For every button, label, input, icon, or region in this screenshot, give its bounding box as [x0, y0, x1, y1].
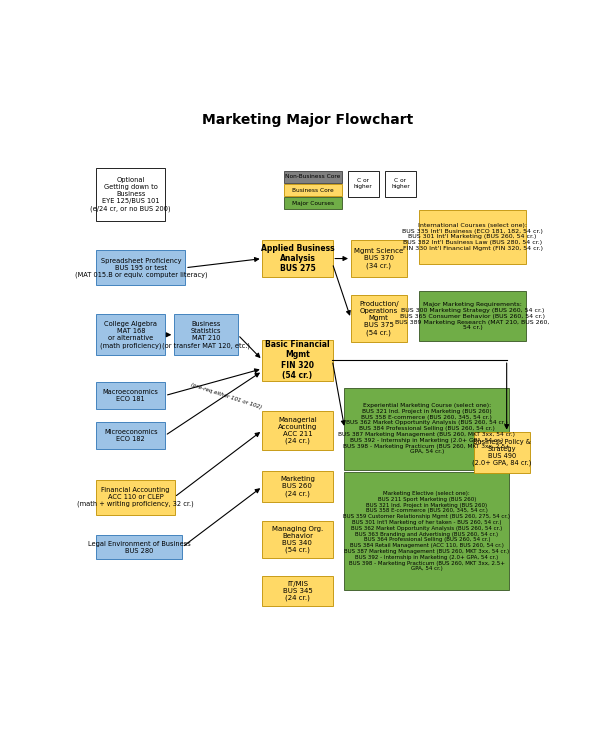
FancyBboxPatch shape: [262, 521, 332, 558]
Text: Major Courses: Major Courses: [292, 201, 334, 206]
Text: C or
higher: C or higher: [354, 178, 373, 189]
Text: Business Core: Business Core: [292, 188, 334, 193]
Text: C or
higher: C or higher: [391, 178, 410, 189]
Text: Non-Business Core: Non-Business Core: [285, 174, 341, 180]
FancyBboxPatch shape: [284, 171, 342, 183]
Text: Applied Business
Analysis
BUS 275: Applied Business Analysis BUS 275: [260, 244, 334, 274]
FancyBboxPatch shape: [97, 382, 165, 409]
Text: Legal Environment of Business
BUS 280: Legal Environment of Business BUS 280: [88, 541, 191, 554]
Text: Marketing Major Flowchart: Marketing Major Flowchart: [202, 113, 413, 127]
FancyBboxPatch shape: [97, 535, 182, 559]
FancyBboxPatch shape: [262, 339, 332, 380]
Text: Managing Org.
Behavior
BUS 340
(54 cr.): Managing Org. Behavior BUS 340 (54 cr.): [272, 526, 323, 553]
Text: Mgmt Science
BUS 370
(34 cr.): Mgmt Science BUS 370 (34 cr.): [354, 248, 403, 269]
FancyBboxPatch shape: [97, 422, 165, 449]
FancyBboxPatch shape: [97, 480, 175, 515]
FancyBboxPatch shape: [419, 210, 526, 264]
Text: Business
Statistics
MAT 210
(or transfer MAT 120, etc.): Business Statistics MAT 210 (or transfer…: [162, 321, 250, 348]
FancyBboxPatch shape: [97, 250, 185, 285]
FancyBboxPatch shape: [350, 295, 407, 342]
Text: Spreadsheet Proficiency
BUS 195 or test
(MAT 015.B or equiv. computer literacy): Spreadsheet Proficiency BUS 195 or test …: [74, 258, 207, 278]
FancyBboxPatch shape: [385, 171, 416, 197]
Text: Production/
Operations
Mgmt
BUS 375
(54 cr.): Production/ Operations Mgmt BUS 375 (54 …: [359, 301, 398, 336]
Text: Financial Accounting
ACC 110 or CLEP
(math + writing proficiency, 32 cr.): Financial Accounting ACC 110 or CLEP (ma…: [77, 487, 194, 507]
Text: IT/MIS
BUS 345
(24 cr.): IT/MIS BUS 345 (24 cr.): [283, 581, 313, 602]
FancyBboxPatch shape: [284, 196, 342, 210]
FancyBboxPatch shape: [262, 576, 332, 606]
FancyBboxPatch shape: [350, 239, 407, 277]
FancyBboxPatch shape: [419, 291, 526, 342]
Text: Experiential Marketing Course (select one):
BUS 321 Ind. Project in Marketing (B: Experiential Marketing Course (select on…: [338, 403, 515, 454]
Text: Microeconomics
ECO 182: Microeconomics ECO 182: [104, 429, 158, 442]
Text: Business Policy &
Strategy
BUS 490
(2.0+ GPA, 84 cr.): Business Policy & Strategy BUS 490 (2.0+…: [472, 439, 532, 466]
Text: Optional
Getting down to
Business
EYE 125/BUS 101
(e/24 cr, or no BUS 200): Optional Getting down to Business EYE 12…: [91, 177, 171, 212]
Text: Macroeconomics
ECO 181: Macroeconomics ECO 181: [103, 389, 159, 402]
FancyBboxPatch shape: [174, 315, 238, 356]
Text: Major Marketing Requirements:
BUS 300 Marketing Strategy (BUS 260, 54 cr.)
BUS 3: Major Marketing Requirements: BUS 300 Ma…: [395, 302, 550, 331]
FancyBboxPatch shape: [97, 315, 165, 356]
Text: Basic Financial
Mgmt
FIN 320
(54 cr.): Basic Financial Mgmt FIN 320 (54 cr.): [265, 340, 330, 380]
FancyBboxPatch shape: [262, 239, 332, 277]
FancyBboxPatch shape: [347, 171, 379, 197]
FancyBboxPatch shape: [97, 168, 165, 221]
FancyBboxPatch shape: [344, 388, 509, 470]
FancyBboxPatch shape: [284, 184, 342, 196]
FancyBboxPatch shape: [474, 432, 530, 473]
Text: Marketing Elective (select one):
BUS 211 Sport Marketing (BUS 260)
BUS 321 Ind. : Marketing Elective (select one): BUS 211…: [343, 491, 511, 572]
FancyBboxPatch shape: [344, 472, 509, 590]
FancyBboxPatch shape: [262, 471, 332, 502]
Text: International Courses (select one):
BUS 335 Int'l Business (ECO 181, 182, 54 cr.: International Courses (select one): BUS …: [402, 223, 543, 251]
Text: College Algebra
MAT 168
or alternative
(math proficiency): College Algebra MAT 168 or alternative (…: [100, 321, 161, 348]
Text: Managerial
Accounting
ACC 211
(24 cr.): Managerial Accounting ACC 211 (24 cr.): [278, 417, 317, 444]
Text: (pre-req either 101 or 102): (pre-req either 101 or 102): [190, 382, 262, 410]
Text: Marketing
BUS 260
(24 cr.): Marketing BUS 260 (24 cr.): [280, 476, 315, 496]
FancyBboxPatch shape: [262, 410, 332, 450]
